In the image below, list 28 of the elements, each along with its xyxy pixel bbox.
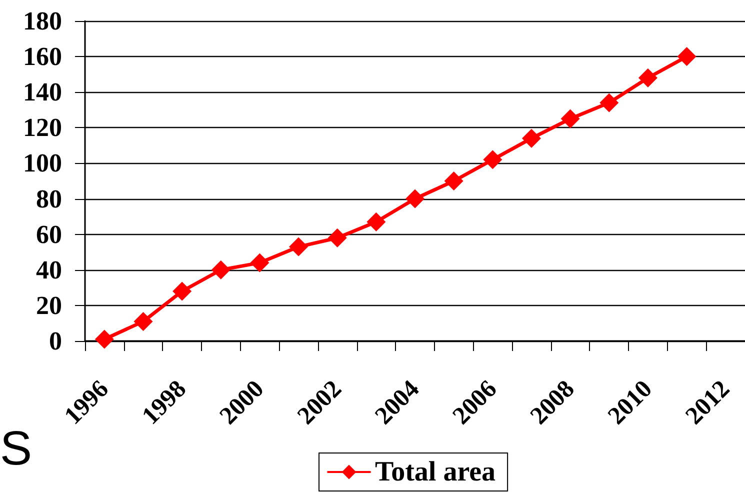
point xyxy=(134,312,153,331)
y-tick-label: 20 xyxy=(36,290,62,320)
point xyxy=(522,128,541,148)
y-tick-label: 180 xyxy=(23,6,62,36)
point xyxy=(250,253,270,272)
point xyxy=(638,68,658,88)
point xyxy=(560,109,580,128)
point xyxy=(94,330,114,349)
point xyxy=(172,282,192,301)
y-tick-label: 160 xyxy=(23,42,62,72)
y-tick-label: 80 xyxy=(36,184,62,214)
y-tick-label: 120 xyxy=(23,113,62,142)
legend-label: Total area xyxy=(375,456,496,488)
y-tick-label: 60 xyxy=(36,220,62,249)
point xyxy=(366,212,386,232)
point xyxy=(211,260,230,280)
y-tick-label: 140 xyxy=(23,78,62,107)
point xyxy=(483,150,502,170)
point xyxy=(677,47,696,66)
y-tick-label: 0 xyxy=(49,326,62,356)
y-tick-label: 40 xyxy=(36,255,62,284)
point xyxy=(600,93,619,112)
point xyxy=(406,189,424,208)
y-tick-label: 100 xyxy=(23,148,62,178)
text: S xyxy=(0,422,32,476)
point xyxy=(289,237,308,256)
point xyxy=(328,228,347,248)
point xyxy=(444,172,464,190)
